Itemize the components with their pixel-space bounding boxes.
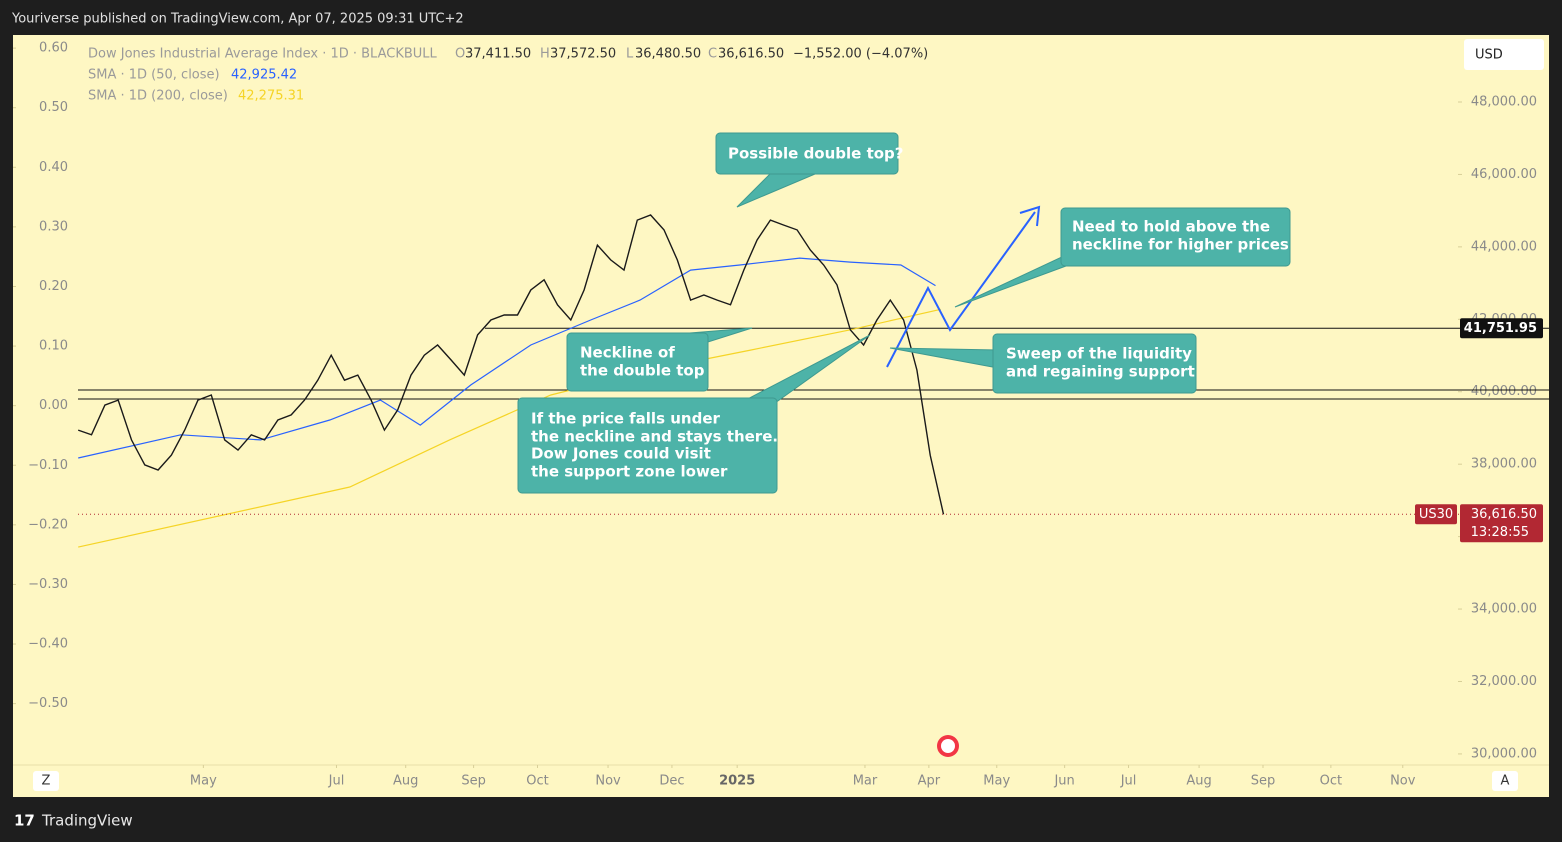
x-tick-label: Aug <box>393 774 418 789</box>
y2-tick-label: −0.20 <box>28 517 68 532</box>
brand-name: TradingView <box>41 812 133 830</box>
legend-low: 36,480.50 <box>635 47 701 62</box>
legend-high-label: H <box>540 47 550 62</box>
level-label: 41,751.95 <box>1464 321 1537 336</box>
legend-sma200-value: 42,275.31 <box>238 89 304 104</box>
y-tick-label: 34,000.00 <box>1471 602 1537 617</box>
x-tick-label: Jul <box>328 774 345 789</box>
scale-right[interactable]: A <box>1501 774 1510 789</box>
countdown: 13:28:55 <box>1471 525 1529 540</box>
x-tick-label: Mar <box>853 774 878 789</box>
y2-tick-label: 0.60 <box>39 41 68 56</box>
legend-sma200: SMA · 1D (200, close) <box>88 89 228 104</box>
y-tick-label: 30,000.00 <box>1471 746 1537 761</box>
drawings: Possible double top? Need to hold above … <box>517 132 1291 494</box>
annotation: If the price falls under <box>531 410 720 428</box>
annotation: Possible double top? <box>728 145 903 163</box>
callout <box>1060 207 1291 267</box>
legend-symbol: Dow Jones Industrial Average Index · 1D … <box>88 47 438 62</box>
scale-left[interactable]: Z <box>42 774 51 789</box>
level-badge <box>1460 318 1543 339</box>
legend-close-label: C <box>708 47 717 62</box>
annotation: Dow Jones could visit <box>531 445 711 463</box>
brand-logo: 17 <box>14 812 35 830</box>
y-tick-label: 44,000.00 <box>1471 239 1537 254</box>
legend-change: −1,552.00 (−4.07%) <box>793 47 928 62</box>
x-tick-label: Sep <box>1251 774 1276 789</box>
y-tick-label: 38,000.00 <box>1471 457 1537 472</box>
currency-label[interactable]: USD <box>1475 48 1503 63</box>
legend-open-label: O <box>455 47 465 62</box>
y-tick-label: 48,000.00 <box>1471 95 1537 110</box>
x-tick-label: 2025 <box>719 774 755 789</box>
legend-open: 37,411.50 <box>465 47 531 62</box>
symbol-badge <box>1415 504 1457 525</box>
y2-tick-label: −0.10 <box>28 458 68 473</box>
annotation: the neckline and stays there. <box>531 428 778 446</box>
x-tick-label: Nov <box>1390 774 1416 789</box>
x-tick-label: Oct <box>1320 774 1342 789</box>
y2-tick-label: 0.20 <box>39 279 68 294</box>
annotation: Neckline of <box>580 344 675 362</box>
legend-sma50: SMA · 1D (50, close) <box>88 68 220 83</box>
annotation: Sweep of the liquidity <box>1006 345 1192 363</box>
x-tick-label: Jun <box>1053 774 1074 789</box>
x-tick-label: May <box>983 774 1010 789</box>
callout <box>715 132 899 175</box>
x-tick-label: Nov <box>595 774 621 789</box>
y2-tick-label: 0.30 <box>39 219 68 234</box>
annotation: the support zone lower <box>531 463 728 481</box>
y-tick-label: 40,000.00 <box>1471 384 1537 399</box>
callout <box>517 397 778 494</box>
x-tick-label: Dec <box>659 774 684 789</box>
event-marker-inner <box>941 739 955 753</box>
legend: Dow Jones Industrial Average Index · 1D … <box>88 47 928 104</box>
x-tick-label: Jul <box>1120 774 1137 789</box>
x-tick-label: Oct <box>526 774 548 789</box>
legend-high: 37,572.50 <box>550 47 616 62</box>
y2-tick-label: 0.50 <box>39 100 68 115</box>
last-price-label: 36,616.50 <box>1471 507 1537 522</box>
callout <box>566 332 709 392</box>
y2-tick-label: 0.40 <box>39 160 68 175</box>
last-price-badge <box>1460 504 1543 543</box>
legend-close: 36,616.50 <box>718 47 784 62</box>
legend-sma50-value: 42,925.42 <box>231 68 297 83</box>
y2-tick-label: −0.50 <box>28 696 68 711</box>
publisher-line: Youriverse published on TradingView.com,… <box>11 12 464 27</box>
annotation: and regaining support <box>1006 363 1195 381</box>
y2-tick-label: −0.40 <box>28 637 68 652</box>
price-line <box>77 214 945 515</box>
annotation: neckline for higher prices <box>1072 236 1289 254</box>
y2-tick-label: −0.30 <box>28 577 68 592</box>
scale-button[interactable] <box>33 771 59 791</box>
callout <box>992 333 1197 394</box>
scale-button[interactable] <box>1492 771 1518 791</box>
currency-button[interactable] <box>1464 39 1544 70</box>
symbol-label: US30 <box>1419 507 1453 522</box>
annotation: Need to hold above the <box>1072 218 1270 236</box>
annotation: the double top <box>580 362 705 380</box>
sma-line <box>78 257 936 459</box>
arrow-head <box>1019 205 1041 227</box>
x-tick-label: Aug <box>1186 774 1211 789</box>
y-tick-label: 46,000.00 <box>1471 167 1537 182</box>
x-tick-label: Apr <box>918 774 941 789</box>
y-tick-label: 32,000.00 <box>1471 674 1537 689</box>
projection-path <box>886 211 1036 368</box>
legend-low-label: L <box>626 47 634 62</box>
y2-tick-label: 0.00 <box>39 398 68 413</box>
x-tick-label: May <box>190 774 217 789</box>
x-tick-label: Sep <box>461 774 486 789</box>
y2-tick-label: 0.10 <box>39 339 68 354</box>
